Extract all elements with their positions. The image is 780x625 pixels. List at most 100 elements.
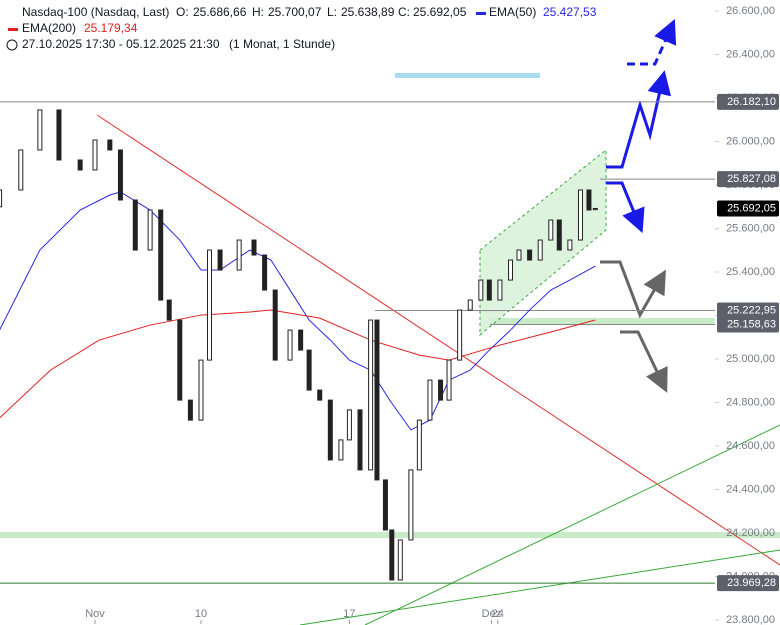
candle-body [586,189,592,211]
level-box [717,200,779,217]
candle-body [567,239,573,251]
target-band [395,73,540,78]
candle-body [107,139,113,151]
candle-body [374,319,380,481]
candle-body [592,207,598,211]
candle-body [18,149,24,191]
y-tick-label: 24.800,00 [726,396,775,408]
x-tick-label: Dez [482,608,502,620]
candle-body [338,439,344,461]
candle-body [251,239,257,256]
candle-body [478,279,484,301]
arrow [606,181,645,234]
y-tick-label: 25.000,00 [726,353,775,365]
level-label: 23.969,28 [727,577,776,589]
candle-body [147,209,153,251]
y-tick-label: 23.800,00 [726,614,775,625]
l-value: 25.638,89 [341,5,395,19]
candle-body [217,249,223,271]
header: Nasdaq-100 (Nasdaq, Last) O: 25.686,66 H… [6,5,597,51]
candle-body [206,249,212,361]
h-value: 25.700,07 [268,5,322,19]
candle-body [416,419,422,471]
y-tick-label: 26.600,00 [726,5,775,17]
symbol: Nasdaq-100 (Nasdaq, Last) [22,5,169,19]
y-tick-label: 24.400,00 [726,483,775,495]
level-box [717,575,779,592]
arrow [606,70,672,169]
y-tick-label: 24.200,00 [726,527,775,539]
candle-body [438,379,444,401]
y-tick-label: 24.600,00 [726,440,775,452]
candle-body [467,299,473,311]
candle-body [548,219,554,241]
l-label: L: [327,5,337,19]
candle-body [357,409,363,471]
arrow [627,19,677,66]
x-tick-label: 10 [195,608,207,620]
trend-line [96,114,780,566]
candle-body [132,199,138,251]
h-label: H: [252,5,264,19]
candle-body [346,409,352,441]
candle-body [166,299,172,321]
level-box [717,302,779,319]
candle-body [317,389,323,401]
candle-body [327,399,333,461]
y-tick-label: 25.600,00 [726,222,775,234]
candle-body [486,279,492,301]
o-value: 25.686,66 [193,5,247,19]
c-label: C: [398,5,410,19]
candle-body [298,329,304,351]
level-label: 25.692,05 [727,202,776,214]
candle-body [427,379,433,421]
candle-body [368,319,374,471]
y-tick-label: 26.400,00 [726,48,775,60]
candle-body [0,189,3,208]
channel [479,148,607,337]
x-tick-label: Nov [85,608,105,620]
candle-body [408,469,414,541]
candle-body [37,109,43,151]
x-tick-label: 24 [492,608,504,620]
level-box [717,316,779,333]
c-value: 25.692,05 [413,5,467,19]
candle-body [457,309,463,361]
arrow [600,260,666,319]
y-tick-label: 26.000,00 [726,135,775,147]
candle-body [556,219,562,251]
candle-body [527,249,533,261]
candle-body [389,529,395,581]
candle-body [158,209,164,301]
level-label: 26.182,10 [727,96,776,108]
legend-value: 25.427,53 [543,5,597,19]
interval: (1 Monat, 1 Stunde) [229,37,335,51]
arrow [620,330,668,393]
level-box [717,93,779,110]
level-label: 25.827,08 [727,173,776,185]
candle-body [306,349,312,391]
legend-value: 25.179,34 [84,21,138,35]
candle-body [92,139,98,171]
candle-body [262,254,268,291]
candle-body [198,359,204,421]
ema-line [0,191,596,431]
trend-line [364,424,780,625]
trend-line [299,549,780,625]
candle-body [272,289,278,361]
plot: 26.600,0026.400,0026.200,0026.000,0025.8… [0,5,779,625]
candle-body [236,239,242,271]
candle-body [516,249,522,261]
candle-body [287,329,293,361]
candle-body [382,479,388,531]
o-label: O: [176,5,189,19]
level-label: 25.158,63 [727,318,776,330]
candle-body [117,149,123,201]
candle-body [177,319,183,401]
legend-name: EMA(200) [22,21,76,35]
legend-name: EMA(50) [489,5,536,19]
x-tick-label: 17 [343,608,355,620]
candle-body [77,159,83,171]
date-range: 27.10.2025 17:30 - 05.12.2025 21:30 [22,37,220,51]
